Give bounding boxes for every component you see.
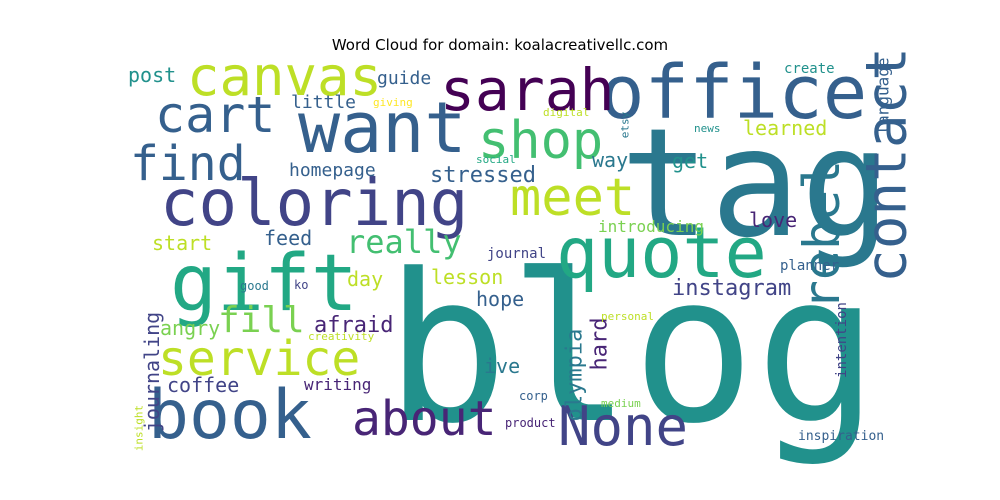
word-medium: medium	[601, 397, 641, 410]
word-cart: cart	[155, 86, 275, 144]
word-giving: giving	[373, 96, 413, 109]
word-journaling: journaling	[140, 312, 164, 432]
word-little: little	[291, 92, 356, 113]
word-rebel: rebel	[793, 160, 851, 311]
word-canvas: canvas	[187, 45, 382, 108]
word-fill: fill	[218, 300, 305, 341]
word-shop: shop	[478, 111, 603, 171]
chart-title: Word Cloud for domain: koalacreativellc.…	[331, 36, 669, 54]
word-good: good	[240, 279, 269, 293]
word-product: product	[505, 416, 556, 430]
word-feed: feed	[264, 226, 312, 250]
word-afraid: afraid	[314, 313, 393, 338]
word-ive: ive	[484, 354, 520, 378]
word-find: find	[130, 136, 246, 192]
word-quote: quote	[556, 212, 767, 294]
word-coffee: coffee	[167, 373, 239, 397]
word-journal: journal	[487, 246, 546, 262]
word-personal: personal	[601, 310, 654, 323]
word-tag: tag	[620, 97, 891, 271]
word-lesson: lesson	[431, 265, 503, 289]
word-really: really	[346, 223, 462, 261]
word-coloring: coloring	[160, 167, 468, 241]
word-start: start	[152, 231, 212, 255]
word-planner: planner	[780, 258, 839, 274]
word-learned: learned	[743, 116, 827, 140]
word-none: None	[558, 395, 688, 458]
word-gift: gift	[170, 239, 358, 329]
word-instagram: instagram	[672, 276, 791, 301]
word-create: create	[784, 61, 835, 77]
word-book: book	[148, 376, 312, 455]
word-writing: writing	[304, 375, 371, 394]
word-way: way	[592, 148, 628, 172]
word-ko: ko	[294, 278, 308, 292]
word-news: news	[694, 122, 721, 135]
word-homepage: homepage	[289, 160, 376, 181]
word-inspiration: inspiration	[798, 429, 884, 444]
word-get: get	[672, 149, 708, 173]
word-sarah: sarah	[440, 56, 615, 124]
word-post: post	[128, 63, 176, 87]
word-guide: guide	[377, 68, 431, 89]
word-hard: hard	[588, 318, 613, 371]
word-blog: blog	[385, 231, 879, 469]
word-love: love	[749, 208, 797, 232]
word-intention: intention	[834, 302, 850, 378]
word-language: language	[874, 57, 893, 134]
word-service: service	[158, 331, 360, 387]
word-office: office	[600, 50, 867, 136]
word-insight: insight	[133, 405, 146, 451]
word-day: day	[347, 267, 383, 291]
word-creativity: creativity	[308, 330, 375, 343]
word-corp: corp	[519, 389, 548, 403]
word-want: want	[298, 87, 467, 169]
word-stressed: stressed	[430, 163, 536, 188]
word-digital: digital	[543, 106, 589, 119]
word-contact: contact	[855, 47, 920, 283]
word-meet: meet	[510, 168, 635, 228]
word-introducing: introducing	[598, 217, 704, 236]
word-olympia: olympia	[563, 329, 588, 422]
word-about: about	[352, 391, 497, 447]
word-hope: hope	[476, 287, 524, 311]
word-social: social	[476, 153, 516, 166]
word-angry: angry	[160, 316, 220, 340]
word-etsy: etsy	[619, 111, 632, 138]
